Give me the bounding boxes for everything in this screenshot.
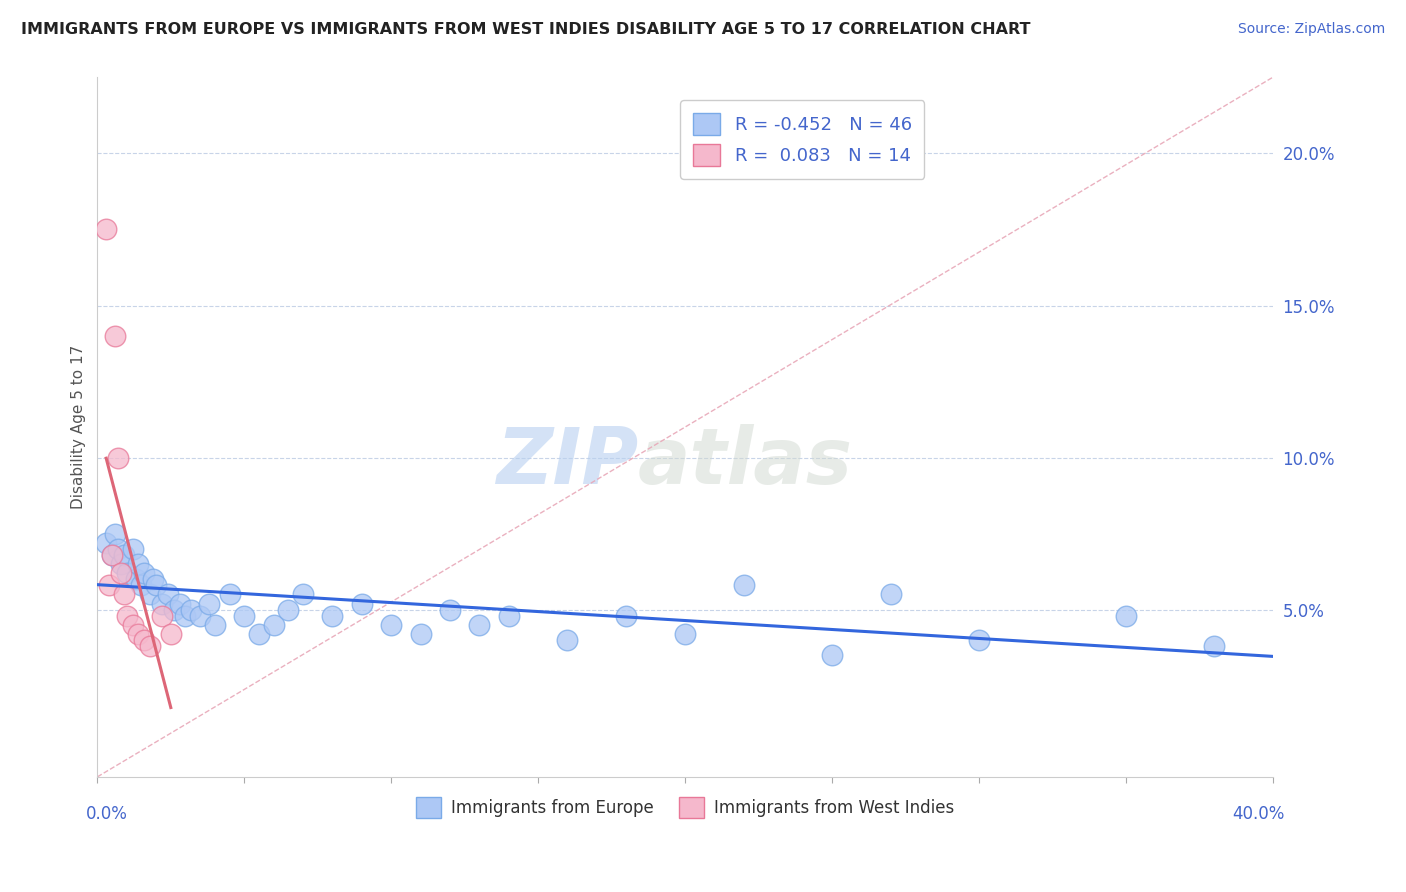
Point xyxy=(409,627,432,641)
Point xyxy=(121,617,143,632)
Point xyxy=(1115,608,1137,623)
Text: 40.0%: 40.0% xyxy=(1232,805,1284,822)
Point xyxy=(263,617,285,632)
Point xyxy=(156,587,179,601)
Point xyxy=(614,608,637,623)
Point xyxy=(292,587,315,601)
Point xyxy=(142,572,165,586)
Point xyxy=(733,578,755,592)
Point xyxy=(98,578,121,592)
Point xyxy=(150,597,173,611)
Point xyxy=(218,587,240,601)
Text: IMMIGRANTS FROM EUROPE VS IMMIGRANTS FROM WEST INDIES DISABILITY AGE 5 TO 17 COR: IMMIGRANTS FROM EUROPE VS IMMIGRANTS FRO… xyxy=(21,22,1031,37)
Point xyxy=(380,617,402,632)
Point xyxy=(247,627,270,641)
Point xyxy=(101,548,124,562)
Point xyxy=(139,587,162,601)
Text: 0.0%: 0.0% xyxy=(86,805,128,822)
Point xyxy=(112,587,135,601)
Point xyxy=(198,597,221,611)
Legend: Immigrants from Europe, Immigrants from West Indies: Immigrants from Europe, Immigrants from … xyxy=(409,791,960,824)
Y-axis label: Disability Age 5 to 17: Disability Age 5 to 17 xyxy=(72,345,86,509)
Point xyxy=(96,222,118,236)
Point xyxy=(169,597,191,611)
Point xyxy=(188,608,211,623)
Point xyxy=(112,548,135,562)
Point xyxy=(145,578,167,592)
Text: atlas: atlas xyxy=(638,424,853,500)
Point xyxy=(127,557,149,571)
Point xyxy=(96,535,118,549)
Point xyxy=(101,548,124,562)
Point xyxy=(1202,639,1225,653)
Point xyxy=(821,648,844,663)
Point xyxy=(115,608,138,623)
Point xyxy=(104,526,127,541)
Point xyxy=(124,572,146,586)
Point xyxy=(174,608,197,623)
Point xyxy=(233,608,256,623)
Point xyxy=(139,639,162,653)
Text: Source: ZipAtlas.com: Source: ZipAtlas.com xyxy=(1237,22,1385,37)
Point xyxy=(159,627,181,641)
Point xyxy=(439,602,461,616)
Point xyxy=(350,597,373,611)
Point xyxy=(204,617,226,632)
Point xyxy=(557,633,579,648)
Point xyxy=(321,608,343,623)
Point xyxy=(131,578,153,592)
Point xyxy=(277,602,299,616)
Point xyxy=(163,602,186,616)
Point xyxy=(879,587,901,601)
Point xyxy=(134,633,156,648)
Point xyxy=(150,608,173,623)
Point xyxy=(115,566,138,581)
Text: ZIP: ZIP xyxy=(496,424,638,500)
Point xyxy=(110,557,132,571)
Point xyxy=(110,566,132,581)
Point xyxy=(180,602,202,616)
Point xyxy=(673,627,696,641)
Point xyxy=(468,617,491,632)
Point xyxy=(498,608,520,623)
Point xyxy=(121,541,143,556)
Point xyxy=(127,627,149,641)
Point xyxy=(107,541,129,556)
Point xyxy=(967,633,990,648)
Point xyxy=(104,329,127,343)
Point xyxy=(134,566,156,581)
Point xyxy=(107,450,129,465)
